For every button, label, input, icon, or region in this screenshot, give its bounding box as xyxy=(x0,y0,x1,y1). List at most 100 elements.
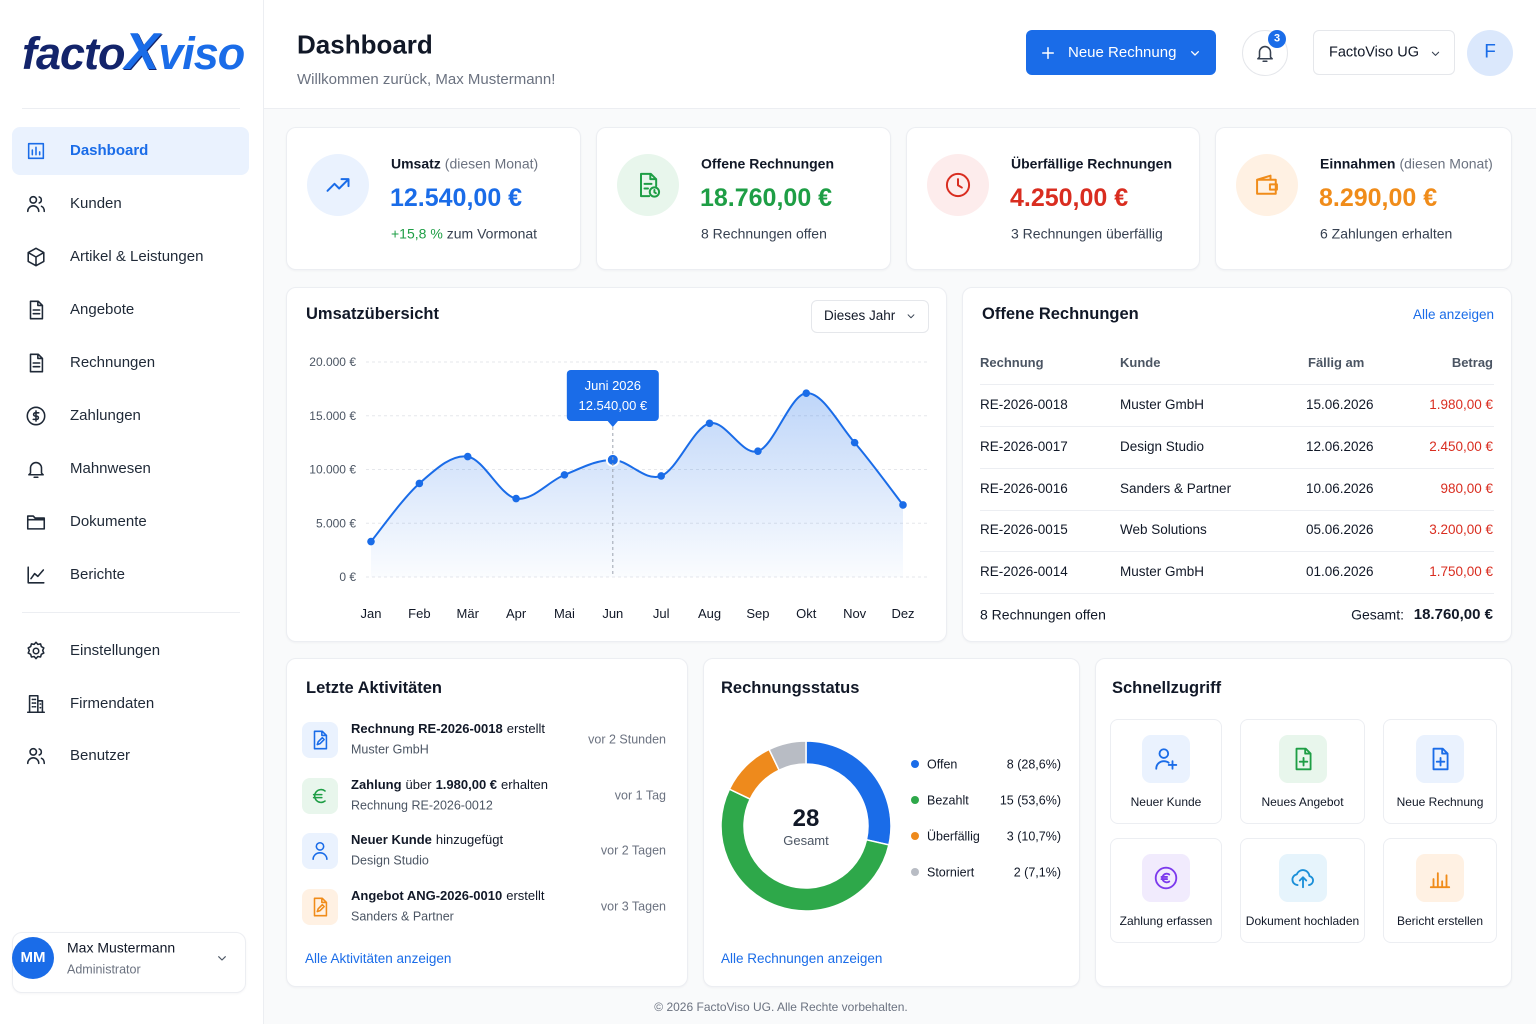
logo-part: viso xyxy=(158,27,245,79)
x-tick-label: Dez xyxy=(891,606,914,621)
kpi-icon-bg xyxy=(1236,154,1298,216)
kpi-value: 18.760,00 € xyxy=(700,184,833,212)
x-tick-label: Mär xyxy=(457,606,480,621)
activity-part: erhalten xyxy=(501,776,549,792)
table-rule xyxy=(980,509,1494,511)
avatar[interactable] xyxy=(1467,30,1513,76)
company-select[interactable] xyxy=(1313,30,1455,75)
quick-label: Neuer Kunde xyxy=(1130,794,1202,809)
icon xyxy=(1042,47,1054,59)
table-cell: 10.06.2026 xyxy=(1306,480,1374,496)
link[interactable]: Alle anzeigen xyxy=(1412,306,1494,322)
user-card[interactable] xyxy=(12,932,246,993)
table-cell: 2.450,00 € xyxy=(1429,438,1493,454)
kpi-title: Einnahmen xyxy=(1320,155,1396,172)
y-tick-label: 10.000 € xyxy=(309,463,356,477)
icon xyxy=(29,353,44,373)
activity-title: Zahlung über 1.980,00 € erhalten xyxy=(351,777,548,793)
kpi-suffix: (diesen Monat) xyxy=(1399,155,1493,172)
kpi-value: 8.290,00 € xyxy=(1319,184,1438,212)
x-tick-label: Feb xyxy=(408,606,430,621)
button-label: Neue Rechnung xyxy=(1068,44,1177,61)
table-cell: RE-2026-0015 xyxy=(980,522,1068,538)
divider xyxy=(22,108,240,109)
period-label: Dieses Jahr xyxy=(824,307,896,323)
activity-part: Angebot ANG-2026-0010 xyxy=(351,887,503,903)
card-title: Schnellzugriff xyxy=(1112,679,1222,698)
donut-segment xyxy=(728,748,781,801)
badge xyxy=(1268,30,1286,48)
point xyxy=(850,438,859,447)
user-name: Max Mustermann xyxy=(67,939,176,956)
legend-dot xyxy=(911,868,919,876)
x-tick-label: Sep xyxy=(746,606,769,621)
nav-item: Kunden xyxy=(70,195,122,212)
nav-item: Artikel & Leistungen xyxy=(70,248,204,265)
kpi-note: 8 Rechnungen offen xyxy=(701,226,827,243)
invoices-card xyxy=(962,287,1512,642)
kpi-label: Offene Rechnungen xyxy=(701,156,834,173)
legend-dot xyxy=(911,796,919,804)
activity-title: Neuer Kunde hinzugefügt xyxy=(351,832,503,848)
kpi-note: 3 Rechnungen überfällig xyxy=(1011,226,1163,243)
icon xyxy=(26,694,46,713)
legend-label: Bezahlt xyxy=(927,794,969,808)
kpi-value: 4.250,00 € xyxy=(1010,184,1129,212)
nav-item: Mahnwesen xyxy=(70,460,151,477)
activity-part: Rechnung RE-2026-0018 xyxy=(351,721,503,737)
tooltip-title: Juni 2026 xyxy=(585,378,641,393)
new-invoice-button[interactable] xyxy=(1026,30,1216,75)
table-total: 18.760,00 € xyxy=(1413,606,1493,623)
nav-item: Dashboard xyxy=(70,142,149,159)
icon xyxy=(218,956,226,961)
icon xyxy=(1256,174,1278,195)
link[interactable]: Alle Rechnungen anzeigen xyxy=(721,950,883,966)
table-rule xyxy=(980,384,1494,385)
donut-segment xyxy=(720,788,890,912)
icon xyxy=(29,300,44,320)
kpi-note-text: 6 Zahlungen erhalten xyxy=(1320,225,1453,242)
x-tick-label: Nov xyxy=(843,606,867,621)
page-title: Dashboard xyxy=(297,29,433,60)
tooltip-value: 12.540,00 € xyxy=(578,398,647,413)
nav-item: Angebote xyxy=(70,301,135,318)
x-tick-label: Mai xyxy=(554,606,575,621)
avatar-initial: F xyxy=(1484,41,1496,63)
kpi-card xyxy=(596,127,891,270)
table-cell: 980,00 € xyxy=(1440,480,1493,496)
icon xyxy=(26,406,46,426)
icon xyxy=(27,641,45,660)
quick-label: Dokument hochladen xyxy=(1245,913,1360,928)
icon xyxy=(26,515,46,530)
legend-label: Offen xyxy=(927,758,957,772)
activity-sub: Muster GmbH xyxy=(351,742,429,757)
logo-part: X xyxy=(124,22,160,81)
activity-time: vor 1 Tag xyxy=(614,788,666,802)
kpi-delta: +15,8 % xyxy=(391,225,443,242)
icon xyxy=(27,566,45,584)
legend-label: Storniert xyxy=(927,866,975,880)
point xyxy=(754,447,762,456)
table-rule xyxy=(980,551,1494,553)
icon xyxy=(26,747,46,765)
link[interactable]: Alle Aktivitäten anzeigen xyxy=(305,950,452,966)
table-cell: Web Solutions xyxy=(1120,522,1207,538)
user-role: Administrator xyxy=(67,962,141,977)
icon xyxy=(313,897,328,916)
kpi-note-text: 3 Rechnungen überfällig xyxy=(1011,225,1163,242)
activity-icon-bg xyxy=(302,833,338,869)
card-title: Umsatzübersicht xyxy=(306,305,439,324)
y-tick-label: 5.000 € xyxy=(316,516,356,530)
nav-item: Zahlungen xyxy=(70,407,141,424)
nav-active-bg xyxy=(12,127,249,175)
icon xyxy=(907,314,915,319)
kpi-suffix: (diesen Monat) xyxy=(444,155,539,172)
point xyxy=(560,471,569,479)
y-tick-label: 15.000 € xyxy=(309,409,356,423)
activity-part: erstellt xyxy=(506,887,545,903)
quick-label: Neues Angebot xyxy=(1261,794,1344,809)
icon xyxy=(946,172,970,198)
x-tick-label: Okt xyxy=(796,606,817,621)
logo: factoXviso xyxy=(22,21,245,83)
point xyxy=(463,452,472,461)
